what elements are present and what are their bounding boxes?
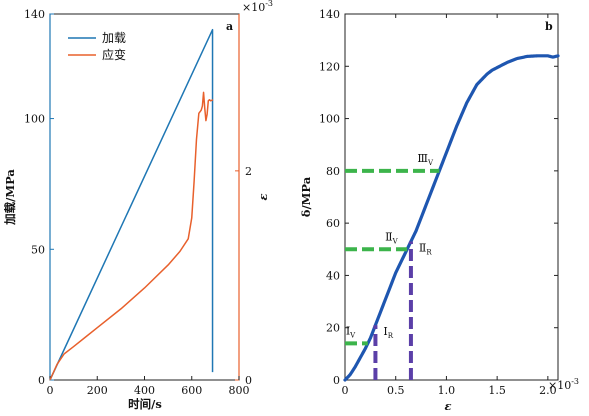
panel-a-series <box>49 28 214 381</box>
b-y-tick-label-6: 120 <box>319 60 340 73</box>
panel-a-x-axis: 0 200 400 600 800 <box>47 376 250 397</box>
b-x-tick-label-1: 0.5 <box>387 384 405 397</box>
panel-a-letter: a <box>226 20 233 33</box>
a-left-tick-label-3: 140 <box>24 8 45 21</box>
b-threshold-sub-0: V <box>349 331 356 339</box>
panel-a-right-axis: 02 <box>235 14 252 387</box>
a-x-tick-label-0: 0 <box>47 384 54 397</box>
panel-b-y-axis: 0 20 40 60 80 100 120 140 <box>319 8 558 387</box>
b-y-tick-label-7: 140 <box>319 8 340 21</box>
b-x-tick-label-0: 0 <box>342 384 349 397</box>
a-left-tick-label-1: 50 <box>31 243 45 256</box>
panel-b-letter: b <box>545 20 553 33</box>
panel-b: 0 20 40 60 80 100 120 140 0 0.5 1.0 1.5 2.0 b ε δ/M… <box>299 8 579 413</box>
legend-label-strain: 应变 <box>102 47 126 62</box>
a-x-tick-label-3: 600 <box>181 384 202 397</box>
panel-a-frame <box>49 13 240 381</box>
b-threshold-label-4: ⅡR <box>419 241 432 256</box>
a-x-tick-label-2: 400 <box>134 384 155 397</box>
a-series-line-0 <box>49 28 214 381</box>
panel-b-frame <box>344 13 559 381</box>
b-x-tick-label-4: 2.0 <box>539 384 557 397</box>
b-threshold-label-3: ⅠR <box>383 325 393 340</box>
a-left-tick-label-0: 0 <box>38 374 45 387</box>
b-threshold-sub-2: V <box>427 159 434 167</box>
panel-b-x-axis: 0 0.5 1.0 1.5 2.0 <box>342 14 557 397</box>
panel-a-legend: 加载 应变 <box>68 31 126 62</box>
legend-label-load: 加载 <box>102 31 126 45</box>
panel-a-xlabel: 时间/s <box>128 397 162 411</box>
b-threshold-label-1: ⅡV <box>385 230 398 245</box>
panel-a-ylabel-left: 加载/MPa <box>3 169 17 226</box>
b-y-tick-label-3: 60 <box>326 217 340 230</box>
b-x-tick-label-2: 1.0 <box>438 384 456 397</box>
b-threshold-label-0: ⅠV <box>346 324 356 339</box>
b-threshold-sub-4: R <box>426 248 432 256</box>
panel-a-ylabel-right: ε <box>256 194 270 201</box>
b-y-tick-label-1: 20 <box>326 322 340 335</box>
a-right-tick-label-0: 0 <box>245 374 252 387</box>
panel-a-right-multiplier: ×10-3 <box>242 0 273 14</box>
b-threshold-sub-1: V <box>392 237 399 245</box>
panel-b-ylabel: δ/MPa <box>299 176 313 217</box>
b-y-tick-label-5: 100 <box>319 113 340 126</box>
a-x-tick-label-1: 200 <box>87 384 108 397</box>
panel-b-xlabel: ε <box>445 399 452 413</box>
b-threshold-sub-3: R <box>388 332 394 340</box>
panel-a-left-axis: 0 50 100 140 <box>24 8 54 387</box>
b-threshold-label-2: ⅢV <box>417 152 434 167</box>
panel-b-series <box>343 54 560 382</box>
b-y-tick-label-0: 0 <box>333 374 340 387</box>
a-series-line-1 <box>49 91 214 381</box>
b-y-tick-label-2: 40 <box>326 269 340 282</box>
b-x-tick-label-3: 1.5 <box>488 384 506 397</box>
b-series-line-0 <box>343 54 560 382</box>
panel-b-thresholds: ⅠV ⅡV ⅢV ⅠR ⅡR <box>345 152 440 380</box>
a-x-tick-label-4: 800 <box>229 384 250 397</box>
b-y-tick-label-4: 80 <box>326 165 340 178</box>
a-right-tick-label-1: 2 <box>245 165 252 178</box>
a-left-tick-label-2: 100 <box>24 113 45 126</box>
panel-b-x-multiplier: ×10-3 <box>548 377 579 392</box>
